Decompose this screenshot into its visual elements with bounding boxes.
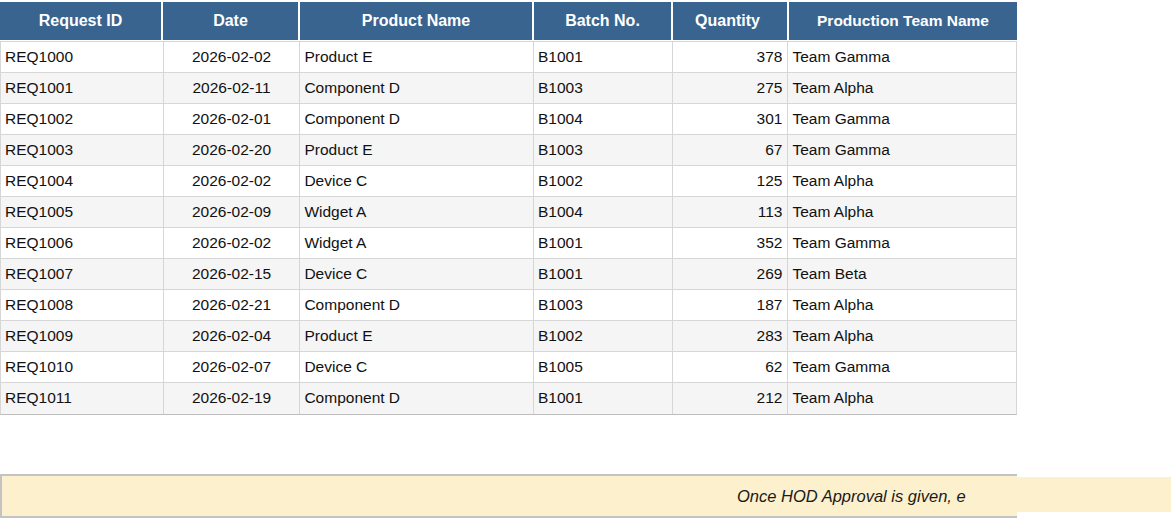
cell-quantity[interactable]: 283	[673, 321, 789, 352]
cell-product-name[interactable]: Device C	[300, 166, 534, 197]
cell-date[interactable]: 2026-02-07	[164, 352, 301, 383]
approval-note-fill	[1017, 477, 1171, 512]
table-row: REQ10012026-02-11Component DB1003275Team…	[1, 73, 1016, 104]
header-request-id[interactable]: Request ID	[0, 2, 163, 40]
header-product-name[interactable]: Product Name	[300, 2, 534, 40]
cell-batch-no[interactable]: B1001	[534, 42, 673, 73]
cell-batch-no[interactable]: B1003	[534, 135, 673, 166]
cell-request-id[interactable]: REQ1008	[1, 290, 164, 321]
table-row: REQ10102026-02-07Device CB100562Team Gam…	[1, 352, 1016, 383]
header-production-team-name[interactable]: Production Team Name	[789, 2, 1017, 40]
table-row: REQ10072026-02-15Device CB1001269Team Be…	[1, 259, 1016, 290]
cell-request-id[interactable]: REQ1009	[1, 321, 164, 352]
cell-date[interactable]: 2026-02-11	[164, 73, 301, 104]
table-row: REQ10052026-02-09Widget AB1004113Team Al…	[1, 197, 1016, 228]
cell-batch-no[interactable]: B1005	[534, 352, 673, 383]
table-row: REQ10062026-02-02Widget AB1001352Team Ga…	[1, 228, 1016, 259]
approval-note-text: Once HOD Approval is given, e	[737, 476, 966, 516]
cell-production-team-name[interactable]: Team Gamma	[788, 352, 1016, 383]
cell-product-name[interactable]: Widget A	[300, 228, 534, 259]
cell-production-team-name[interactable]: Team Alpha	[788, 383, 1016, 414]
cell-batch-no[interactable]: B1003	[534, 290, 673, 321]
cell-production-team-name[interactable]: Team Alpha	[788, 197, 1016, 228]
cell-batch-no[interactable]: B1001	[534, 383, 673, 414]
cell-product-name[interactable]: Device C	[300, 259, 534, 290]
table-row: REQ10032026-02-20Product EB100367Team Ga…	[1, 135, 1016, 166]
cell-quantity[interactable]: 212	[673, 383, 789, 414]
cell-quantity[interactable]: 352	[673, 228, 789, 259]
cell-date[interactable]: 2026-02-01	[164, 104, 301, 135]
cell-production-team-name[interactable]: Team Alpha	[788, 290, 1016, 321]
cell-request-id[interactable]: REQ1005	[1, 197, 164, 228]
cell-production-team-name[interactable]: Team Alpha	[788, 166, 1016, 197]
cell-date[interactable]: 2026-02-20	[164, 135, 301, 166]
cell-batch-no[interactable]: B1002	[534, 166, 673, 197]
table-row: REQ10022026-02-01Component DB1004301Team…	[1, 104, 1016, 135]
cell-date[interactable]: 2026-02-02	[164, 42, 301, 73]
requests-table: Request IDDateProduct NameBatch No.Quant…	[0, 2, 1017, 415]
cell-product-name[interactable]: Component D	[300, 290, 534, 321]
cell-date[interactable]: 2026-02-15	[164, 259, 301, 290]
cell-date[interactable]: 2026-02-21	[164, 290, 301, 321]
table-row: REQ10042026-02-02Device CB1002125Team Al…	[1, 166, 1016, 197]
cell-product-name[interactable]: Device C	[300, 352, 534, 383]
cell-quantity[interactable]: 113	[673, 197, 789, 228]
cell-request-id[interactable]: REQ1006	[1, 228, 164, 259]
cell-batch-no[interactable]: B1001	[534, 228, 673, 259]
header-quantity[interactable]: Quantity	[673, 2, 789, 40]
cell-date[interactable]: 2026-02-02	[164, 228, 301, 259]
cell-batch-no[interactable]: B1004	[534, 197, 673, 228]
cell-date[interactable]: 2026-02-02	[164, 166, 301, 197]
cell-product-name[interactable]: Product E	[300, 321, 534, 352]
table-row: REQ10082026-02-21Component DB1003187Team…	[1, 290, 1016, 321]
cell-quantity[interactable]: 62	[673, 352, 789, 383]
cell-request-id[interactable]: REQ1001	[1, 73, 164, 104]
cell-production-team-name[interactable]: Team Alpha	[788, 73, 1016, 104]
cell-batch-no[interactable]: B1001	[534, 259, 673, 290]
cell-production-team-name[interactable]: Team Gamma	[788, 104, 1016, 135]
cell-request-id[interactable]: REQ1007	[1, 259, 164, 290]
cell-production-team-name[interactable]: Team Alpha	[788, 321, 1016, 352]
cell-product-name[interactable]: Product E	[300, 135, 534, 166]
cell-request-id[interactable]: REQ1000	[1, 42, 164, 73]
header-date[interactable]: Date	[163, 2, 300, 40]
cell-product-name[interactable]: Component D	[300, 104, 534, 135]
cell-quantity[interactable]: 125	[673, 166, 789, 197]
spreadsheet-view: Request IDDateProduct NameBatch No.Quant…	[0, 0, 1171, 520]
cell-production-team-name[interactable]: Team Gamma	[788, 228, 1016, 259]
cell-date[interactable]: 2026-02-19	[164, 383, 301, 414]
cell-production-team-name[interactable]: Team Beta	[788, 259, 1016, 290]
cell-quantity[interactable]: 275	[673, 73, 789, 104]
cell-request-id[interactable]: REQ1010	[1, 352, 164, 383]
cell-batch-no[interactable]: B1004	[534, 104, 673, 135]
cell-request-id[interactable]: REQ1002	[1, 104, 164, 135]
cell-quantity[interactable]: 269	[673, 259, 789, 290]
table-row: REQ10002026-02-02Product EB1001378Team G…	[1, 42, 1016, 73]
cell-quantity[interactable]: 378	[673, 42, 789, 73]
cell-batch-no[interactable]: B1003	[534, 73, 673, 104]
cell-quantity[interactable]: 187	[673, 290, 789, 321]
cell-date[interactable]: 2026-02-04	[164, 321, 301, 352]
cell-production-team-name[interactable]: Team Gamma	[788, 42, 1016, 73]
cell-request-id[interactable]: REQ1011	[1, 383, 164, 414]
table-row: REQ10112026-02-19Component DB1001212Team…	[1, 383, 1016, 414]
cell-request-id[interactable]: REQ1003	[1, 135, 164, 166]
table-header-row: Request IDDateProduct NameBatch No.Quant…	[0, 2, 1017, 40]
cell-batch-no[interactable]: B1002	[534, 321, 673, 352]
cell-product-name[interactable]: Widget A	[300, 197, 534, 228]
table-body: REQ10002026-02-02Product EB1001378Team G…	[0, 41, 1017, 415]
cell-product-name[interactable]: Product E	[300, 42, 534, 73]
cell-product-name[interactable]: Component D	[300, 383, 534, 414]
cell-quantity[interactable]: 301	[673, 104, 789, 135]
cell-product-name[interactable]: Component D	[300, 73, 534, 104]
header-batch-no[interactable]: Batch No.	[534, 2, 673, 40]
cell-quantity[interactable]: 67	[673, 135, 789, 166]
cell-date[interactable]: 2026-02-09	[164, 197, 301, 228]
cell-production-team-name[interactable]: Team Gamma	[788, 135, 1016, 166]
approval-note-cell[interactable]: Once HOD Approval is given, e	[0, 474, 1017, 518]
table-row: REQ10092026-02-04Product EB1002283Team A…	[1, 321, 1016, 352]
cell-request-id[interactable]: REQ1004	[1, 166, 164, 197]
